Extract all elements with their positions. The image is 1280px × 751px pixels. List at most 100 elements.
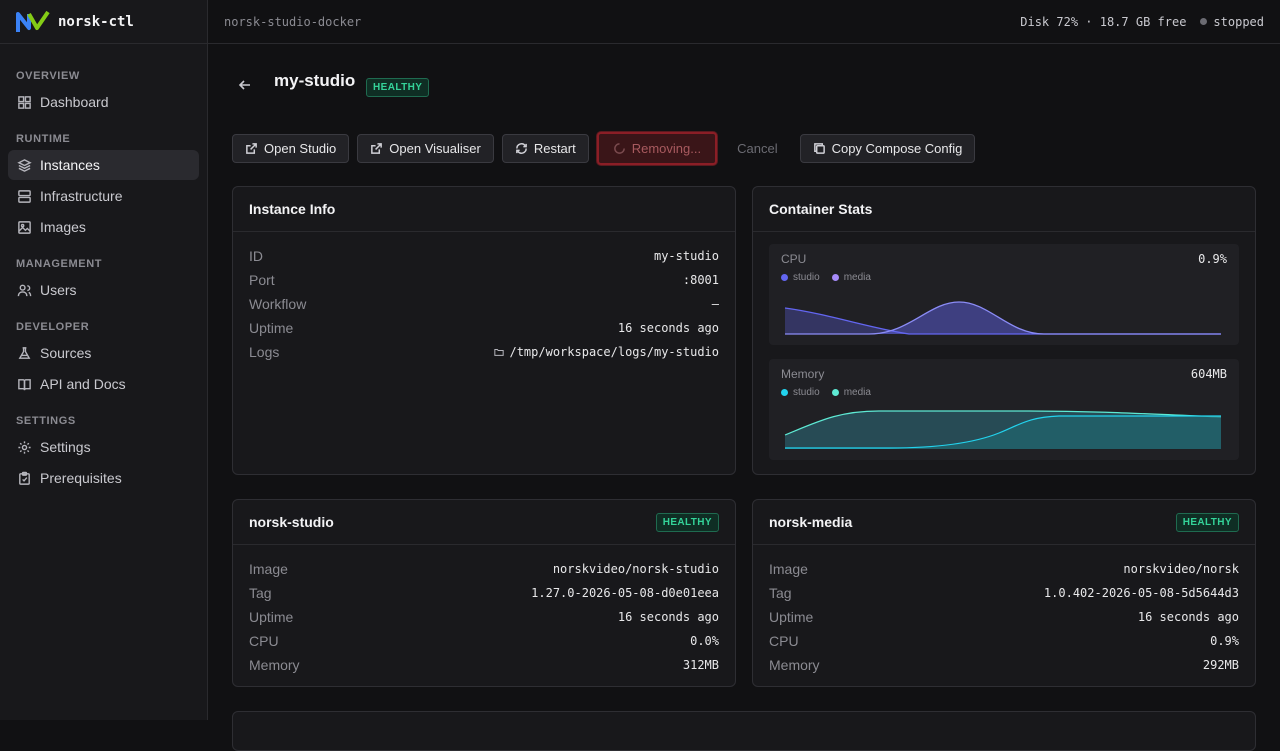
row-value: 0.0% (690, 634, 719, 648)
row-value-text: :8001 (682, 273, 719, 287)
nav-section-title: SETTINGS (16, 415, 76, 427)
norsk-studio-rows: Image norskvideo/norsk-studio Tag 1.27.0-20… (233, 545, 735, 677)
info-row: Workflow – (249, 292, 719, 316)
users-icon (16, 282, 32, 298)
nav-section-title: OVERVIEW (16, 70, 80, 82)
row-value-text: 312MB (682, 658, 719, 672)
memory-media-area (785, 416, 1221, 449)
info-row: Memory 292MB (769, 653, 1239, 677)
row-value-text: /tmp/workspace/logs/my-studio (509, 345, 719, 359)
spinner-icon (613, 143, 625, 154)
gear-icon (16, 439, 32, 455)
row-value-text: 16 seconds ago (617, 610, 719, 624)
legend-media: media (843, 387, 871, 398)
info-row: Logs/tmp/workspace/logs/my-studio (249, 340, 719, 364)
open-visualiser-button[interactable]: Open Visualiser (357, 134, 494, 163)
back-button[interactable] (238, 78, 256, 96)
row-value-text: – (711, 297, 719, 311)
memory-studio-line (784, 410, 1222, 436)
restart-label: Restart (533, 141, 576, 156)
image-icon (16, 219, 32, 235)
info-row: CPU 0.9% (769, 629, 1239, 653)
cpu-label: CPU (781, 252, 807, 266)
row-label: CPU (769, 633, 799, 649)
legend-studio: studio (793, 272, 820, 283)
sidebar-item-label: Instances (40, 157, 100, 173)
memory-value: 604MB (1190, 367, 1227, 381)
info-row: Memory 312MB (249, 653, 719, 677)
context-name: norsk-studio-docker (224, 14, 362, 29)
sidebar-item-settings[interactable]: Settings (8, 432, 199, 462)
row-value: 1.0.402-2026-05-08-5d5644d3 (1044, 586, 1239, 600)
row-label: Tag (249, 585, 272, 601)
row-label: Uptime (769, 609, 814, 625)
norsk-logo-icon (16, 10, 50, 32)
copy-compose-button[interactable]: Copy Compose Config (799, 134, 976, 163)
info-row: CPU 0.0% (249, 629, 719, 653)
book-icon (16, 376, 32, 392)
legend-studio: studio (793, 387, 820, 398)
info-row: ID my-studio (249, 244, 719, 268)
sidebar-item-label: Images (40, 219, 86, 235)
row-label: Memory (249, 657, 300, 673)
cancel-button[interactable]: Cancel (725, 134, 789, 163)
clipboard-icon (16, 470, 32, 486)
cpu-studio-line (784, 307, 1221, 335)
row-value: :8001 (683, 273, 719, 287)
remove-button[interactable]: Removing... (596, 132, 718, 165)
norsk-media-card: norsk-media HEALTHY Image norskvideo/nors… (752, 499, 1256, 687)
norsk-studio-card: norsk-studio HEALTHY Image norskvideo/nor… (232, 499, 736, 687)
topbar: norsk-studio-docker Disk 72% · 18.7 GB f… (208, 0, 1280, 44)
cancel-label: Cancel (737, 141, 778, 156)
row-label: Image (249, 561, 288, 577)
nav-section-title: DEVELOPER (16, 321, 90, 333)
sidebar-item-sources[interactable]: Sources (8, 338, 199, 368)
instance-info-card: Instance Info ID my-studio Port:8001 Workfl… (232, 186, 736, 475)
row-value-text: 0.0% (690, 634, 719, 648)
restart-button[interactable]: Restart (501, 134, 589, 163)
card-title: norsk-studio (249, 514, 334, 530)
sidebar-item-infrastructure[interactable]: Infrastructure (8, 181, 199, 211)
legend-media: media (843, 272, 871, 283)
sidebar-item-label: API and Docs (40, 376, 126, 392)
flask-icon (16, 345, 32, 361)
info-row: Image norskvideo/norsk-studio (249, 557, 719, 581)
nav-section-title: RUNTIME (16, 133, 71, 145)
sidebar-item-label: Sources (40, 345, 92, 361)
row-label: Port (249, 272, 275, 288)
container-stats-card: Container Stats CPU 0.9% studio media Me… (752, 186, 1256, 475)
sidebar-item-dashboard[interactable]: Dashboard (8, 87, 199, 117)
card-header: norsk-studio HEALTHY (233, 500, 735, 545)
main-content: my-studio HEALTHY Open Studio Open Visua… (208, 44, 1280, 751)
status-dot-icon (1200, 18, 1208, 25)
cpu-sparkline (784, 301, 1221, 335)
row-label: Logs (249, 344, 280, 360)
open-visualiser-label: Open Visualiser (389, 141, 481, 156)
row-value: – (712, 297, 719, 311)
row-value-text: 16 seconds ago (1137, 610, 1239, 624)
sidebar-item-prerequisites[interactable]: Prerequisites (8, 463, 199, 493)
open-studio-button[interactable]: Open Studio (232, 134, 350, 163)
brand[interactable]: norsk-ctl (0, 0, 207, 44)
sidebar-item-instances[interactable]: Instances (8, 150, 199, 180)
legend-dot-icon (831, 389, 839, 396)
sidebar-item-images[interactable]: Images (8, 212, 199, 242)
row-label: ID (249, 248, 263, 264)
row-value: norskvideo/norsk (1123, 562, 1239, 576)
copy-icon (813, 143, 825, 154)
sidebar-item-users[interactable]: Users (8, 275, 199, 305)
row-value-text: 292MB (1202, 658, 1239, 672)
row-label: Image (769, 561, 808, 577)
disk-usage: Disk 72% · 18.7 GB free (1020, 14, 1187, 29)
sidebar: norsk-ctl OVERVIEW Dashboard RUNTIME Instan… (0, 0, 208, 720)
row-value: my-studio (654, 249, 719, 263)
row-value[interactable]: /tmp/workspace/logs/my-studio (494, 345, 719, 359)
row-value-text: 0.9% (1210, 634, 1239, 648)
norsk-media-rows: Image norskvideo/norsk Tag 1.0.402-2026-05-… (753, 545, 1255, 677)
sidebar-item-label: Users (40, 282, 77, 298)
card-title: norsk-media (769, 514, 853, 530)
memory-label: Memory (781, 367, 825, 381)
row-value-text: 1.27.0-2026-05-08-d0e01eea (531, 586, 719, 600)
sidebar-item-api-and-docs[interactable]: API and Docs (8, 369, 199, 399)
sidebar-item-label: Infrastructure (40, 188, 123, 204)
